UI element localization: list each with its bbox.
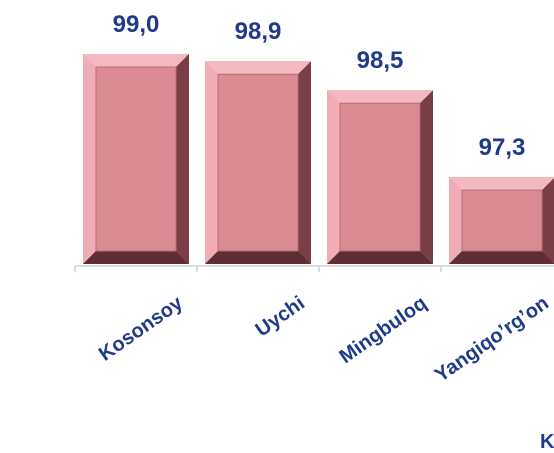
category-label: Yangiqo’rg’on (431, 292, 553, 387)
data-labels-group: 99,0 98,9 98,5 97,3 (113, 11, 526, 161)
data-label: 98,5 (357, 47, 404, 74)
category-label: Uychi (252, 292, 309, 341)
bar (327, 90, 433, 264)
category-label: Mingbuloq (335, 292, 430, 368)
data-label: 98,9 (235, 18, 282, 45)
category-label: Kosonsoy (95, 292, 188, 366)
category-label: K (540, 431, 554, 453)
data-label: 99,0 (113, 11, 160, 38)
bar (83, 54, 189, 264)
bar (449, 177, 554, 264)
bar (205, 61, 311, 264)
bars-group (83, 54, 554, 264)
x-axis (74, 265, 554, 272)
category-labels-group: Kosonsoy Uychi Mingbuloq Yangiqo’rg’on K (95, 292, 554, 453)
data-label: 97,3 (479, 134, 526, 161)
